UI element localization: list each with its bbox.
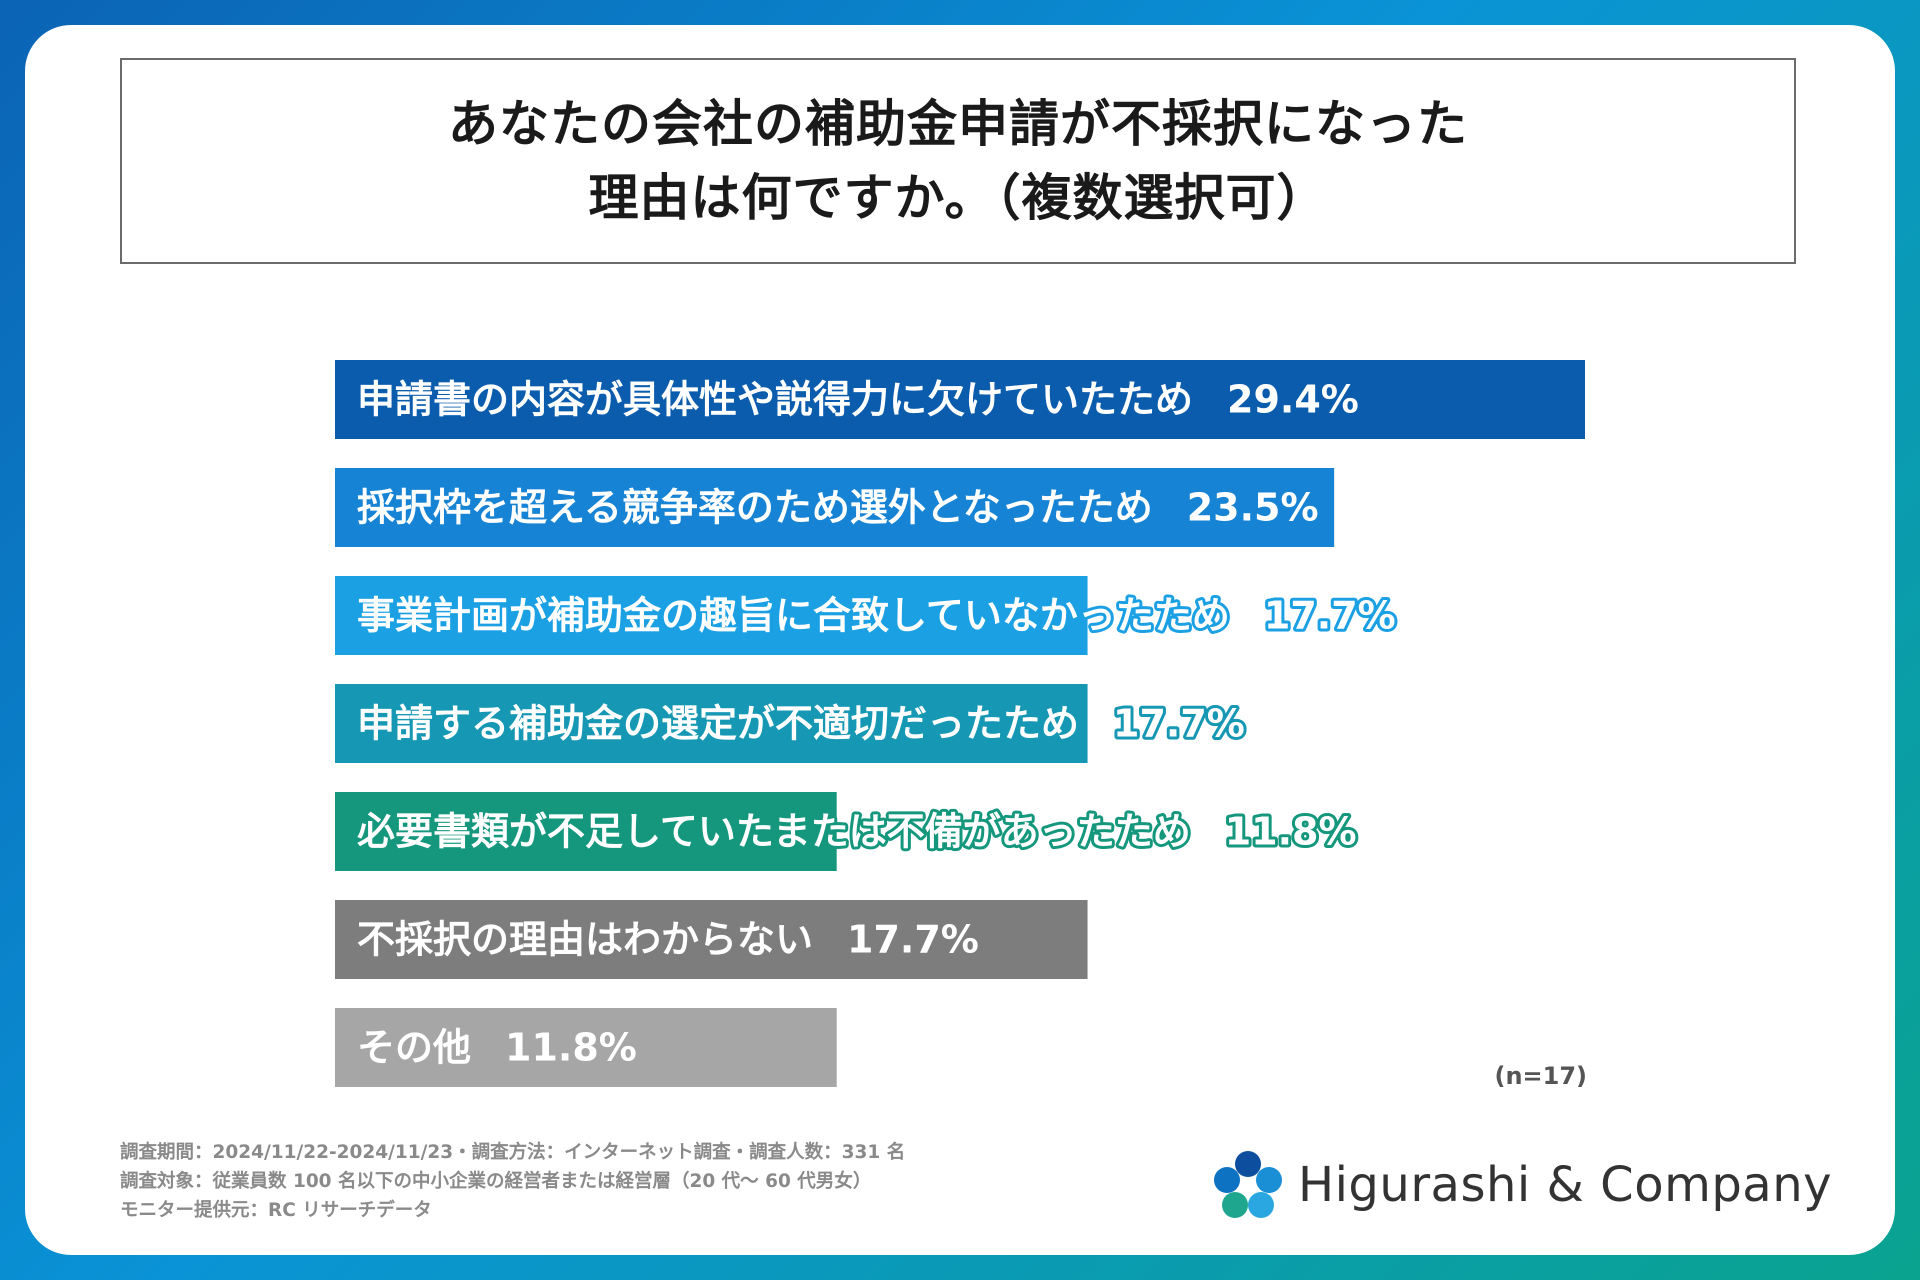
footnote-target: 調査対象：従業員数 100 名以下の中小企業の経営者または経営層（20 代～ 6… [120,1171,872,1192]
value-label-2: 23.5% [1187,486,1319,530]
bar-label-7: その他 11.8% [357,1026,637,1070]
bar-6 [335,900,1088,979]
value-label-5: 11.8% [1225,810,1357,854]
bar-label-6: 不採択の理由はわからない 17.7% [357,918,979,962]
value-label-7: 11.8% [505,1026,637,1070]
bar-label-4: 申請する補助金の選定が不適切だったため 17.7% [357,702,1245,746]
bar-label-1: 申請書の内容が具体性や説得力に欠けていたため 29.4% [357,378,1359,422]
category-label-5: 必要書類が不足していたまたは不備があったため [357,810,1191,854]
value-label-6: 17.7% [847,918,979,962]
bar-label-2: 採択枠を超える競争率のため選外となったため 23.5% [357,486,1319,530]
title-box: あなたの会社の補助金申請が不採択になった 理由は何ですか。（複数選択可） [120,58,1796,264]
bar-2 [335,468,1335,547]
bar-5 [335,792,837,871]
survey-footnotes: 調査期間：2024/11/22-2024/11/23・調査方法：インターネット調… [120,1138,905,1225]
title-line-1: あなたの会社の補助金申請が不採択になった [448,95,1468,153]
category-label-3: 事業計画が補助金の趣旨に合致していなかったため [357,594,1230,638]
bar-3 [335,576,1088,655]
category-label-2: 採択枠を超える競争率のため選外となったため [357,486,1153,530]
bar-label-5: 必要書類が不足していたまたは不備があったため 11.8% [357,810,1357,854]
bar-4 [335,684,1088,763]
category-label-4: 申請する補助金の選定が不適切だったため [357,702,1079,746]
flower-logo-icon [1214,1151,1282,1218]
category-label-7: その他 [357,1026,471,1070]
category-label-6: 不採択の理由はわからない [357,918,813,962]
value-label-4: 17.7% [1113,702,1245,746]
logo-text: Higurashi & Company [1298,1157,1833,1213]
value-label-1: 29.4% [1227,378,1359,422]
bar-label-3: 事業計画が補助金の趣旨に合致していなかったため 17.7% [357,594,1396,638]
bar-7 [335,1008,837,1087]
value-label-3: 17.7% [1264,594,1396,638]
footnote-period: 調査期間：2024/11/22-2024/11/23・調査方法：インターネット調… [120,1142,906,1163]
title-line-2: 理由は何ですか。（複数選択可） [588,169,1328,227]
company-logo: Higurashi & Company [1212,1148,1832,1222]
sample-size-note: (n=17) [1494,1062,1587,1090]
category-label-1: 申請書の内容が具体性や説得力に欠けていたため [357,378,1193,422]
footnote-source: モニター提供元：RC リサーチデータ [120,1200,432,1221]
bar-1 [335,360,1585,439]
